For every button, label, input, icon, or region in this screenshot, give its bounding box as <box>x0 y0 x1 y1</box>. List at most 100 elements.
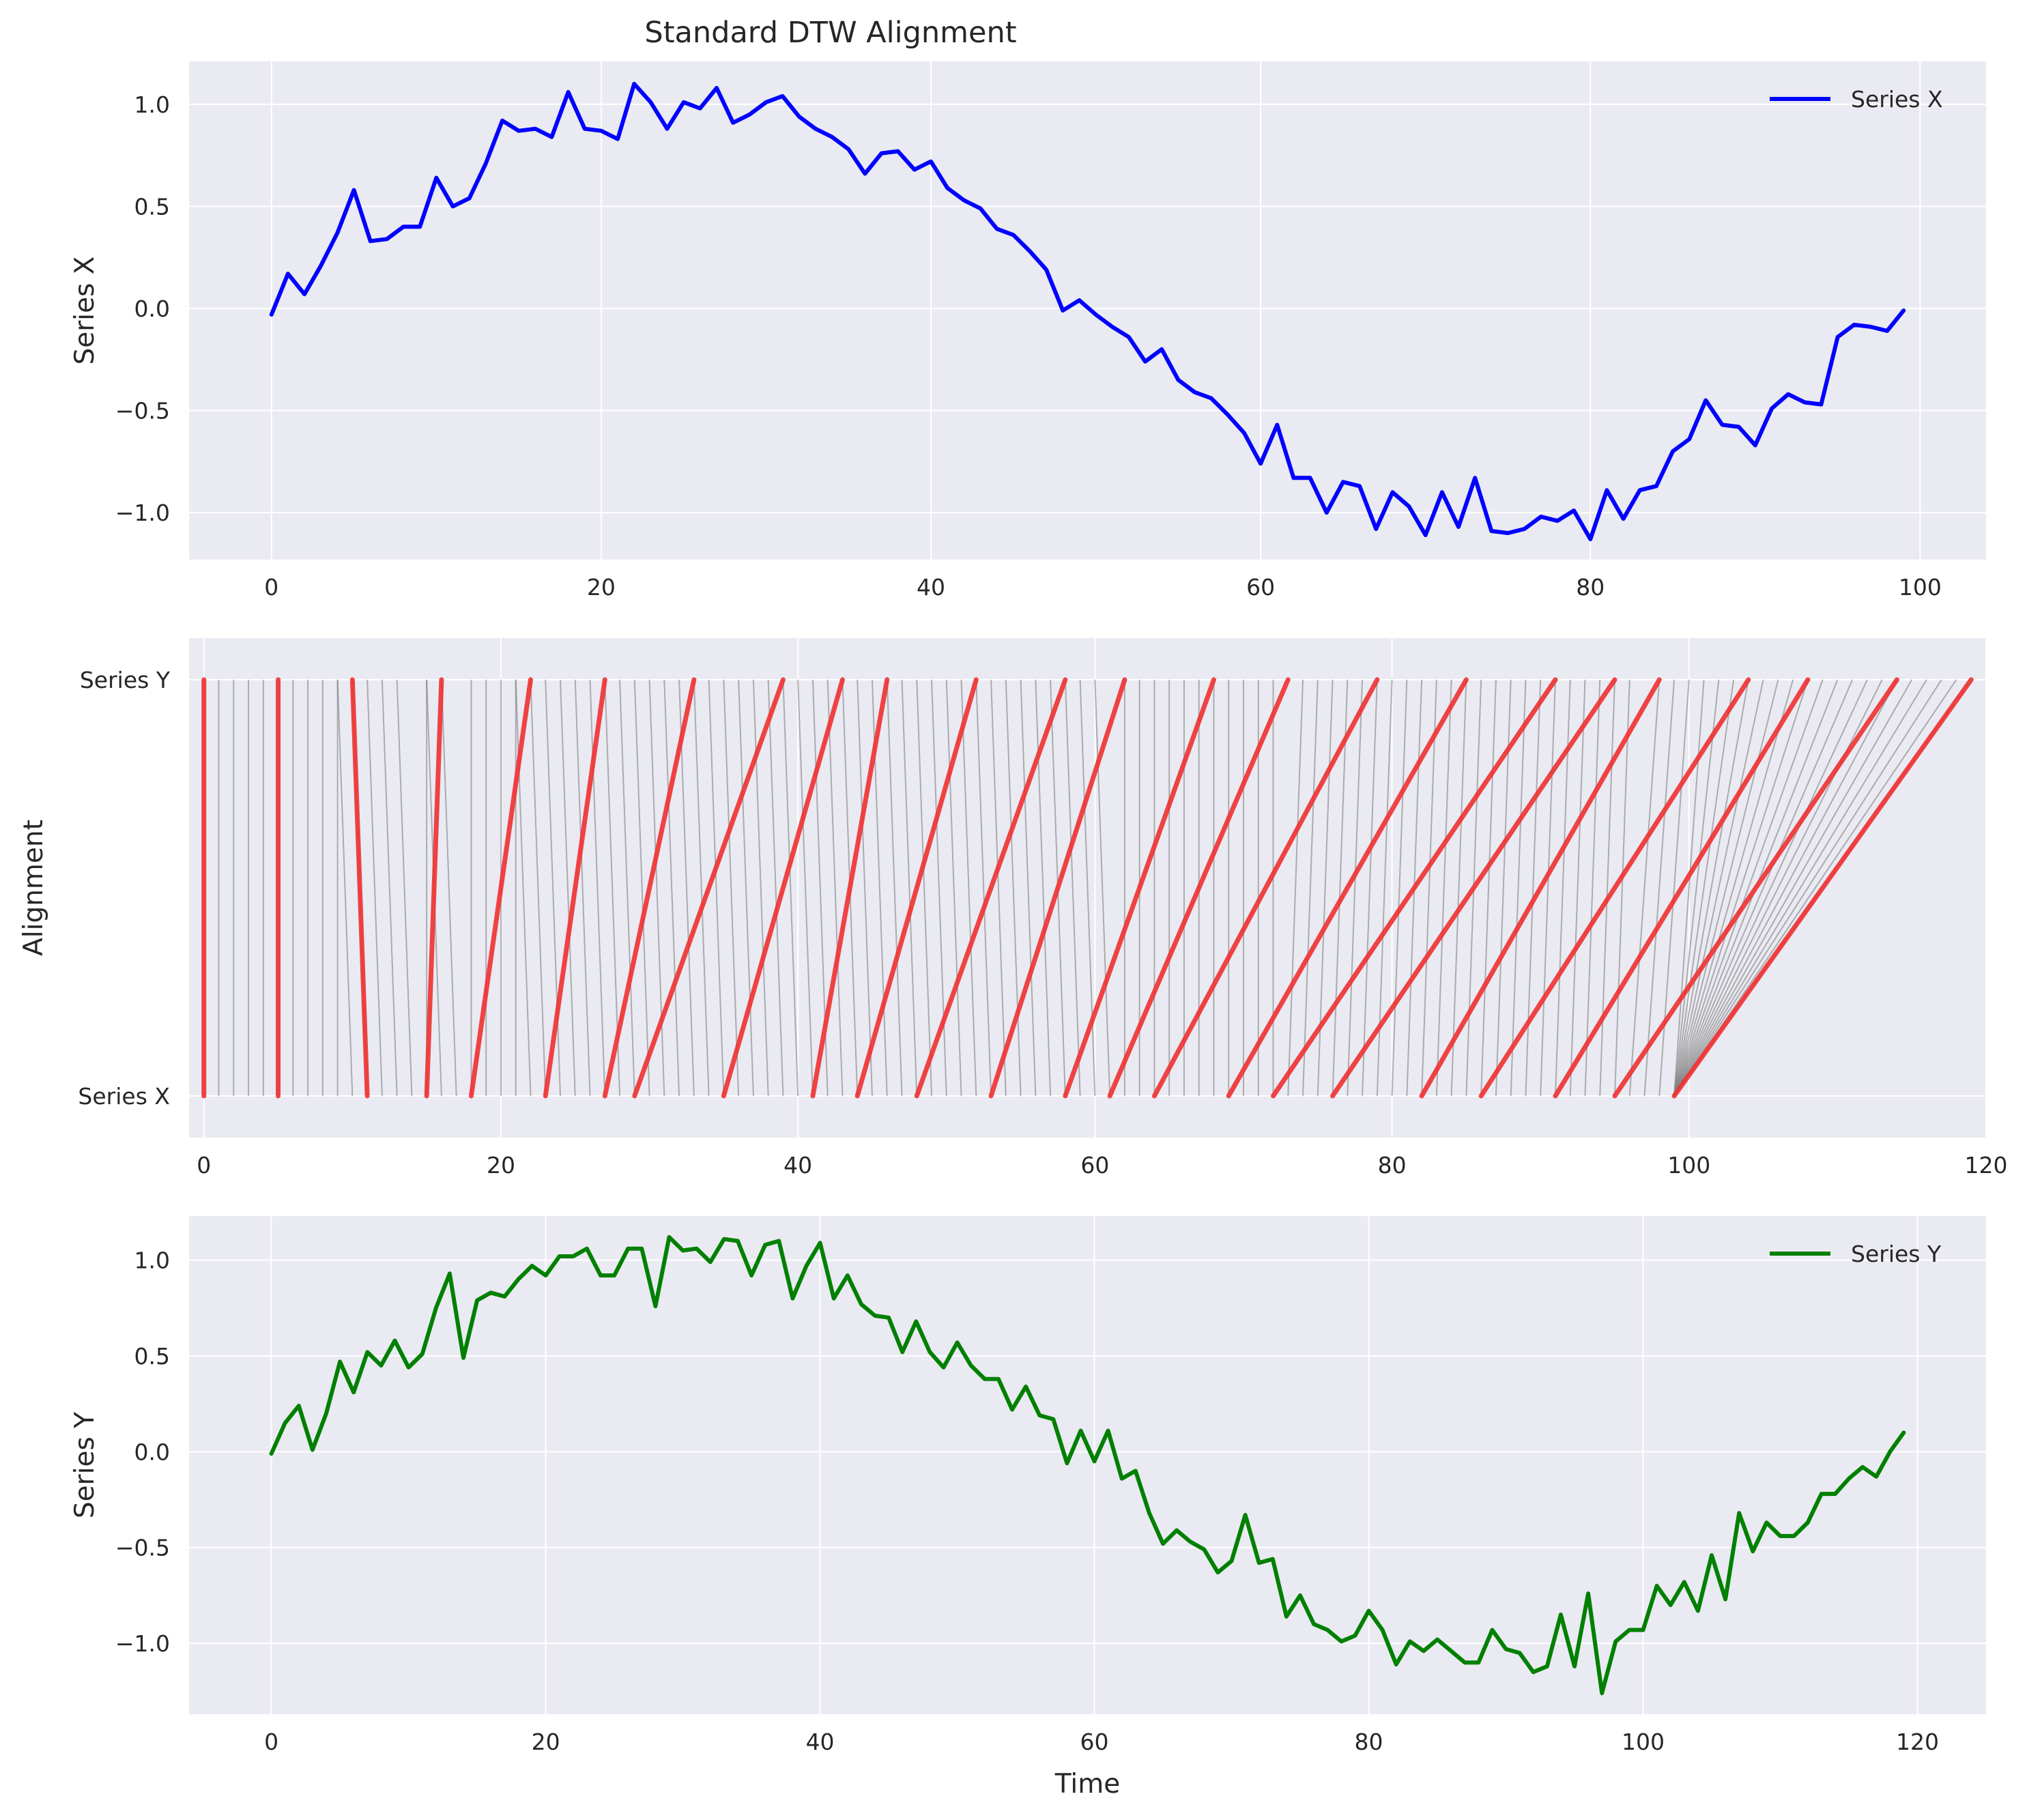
series-y-tick-labels: 0 20 40 60 80 100 120 1.0 0.5 0.0 −0.5 −1.0 <box>115 1247 1939 1755</box>
highlighted-alignment-link <box>1671 677 1974 1099</box>
time-x-axis-label: Time <box>1054 1769 1120 1800</box>
x-tick-label: 60 <box>1080 1729 1109 1755</box>
highlighted-alignment-link <box>1419 677 1662 1099</box>
alignment-link <box>1064 679 1081 1097</box>
alignment-link <box>1673 679 1927 1097</box>
series-line <box>269 1234 1906 1696</box>
alignment-link <box>826 679 844 1097</box>
alignment-link <box>336 679 354 1097</box>
alignment-link <box>1673 679 1794 1097</box>
alignment-link <box>440 679 457 1097</box>
alignment-link <box>960 679 977 1097</box>
alignment-link <box>1362 679 1378 1097</box>
x-tick-label: 100 <box>1667 1152 1710 1179</box>
x-tick-label: 60 <box>1080 1152 1109 1179</box>
alignment-link <box>1391 679 1408 1097</box>
y-tick-label: Series X <box>78 1083 170 1110</box>
y-tick-label: Series Y <box>80 667 171 693</box>
highlighted-alignment-link <box>1271 677 1558 1099</box>
alignment-link <box>1643 679 1676 1097</box>
highlighted-alignment-link <box>810 677 890 1099</box>
alignment-y-axis-label: Alignment <box>18 820 49 956</box>
alignment-marks <box>201 677 1974 1099</box>
highlighted-alignment-link <box>1612 677 1899 1099</box>
highlighted-alignment-link <box>1553 677 1811 1099</box>
alignment-link <box>1480 679 1497 1097</box>
series-x-panel: 0 20 40 60 80 100 1.0 0.5 0.0 −0.5 −1.0 Series X S… <box>70 61 1986 601</box>
alignment-link <box>916 679 933 1097</box>
alignment-link <box>1421 679 1437 1097</box>
series-y-marks <box>269 1234 1906 1696</box>
figure-title: Standard DTW Alignment <box>644 16 1016 50</box>
series-y-y-axis-label: Series Y <box>70 1412 100 1518</box>
alignment-link <box>1673 679 1809 1097</box>
alignment-link <box>1584 679 1601 1097</box>
series-y-panel: 0 20 40 60 80 100 120 1.0 0.5 0.0 −0.5 −1.0 Series … <box>70 1216 1986 1800</box>
y-tick-label: −1.0 <box>115 500 170 526</box>
y-tick-label: 0.0 <box>134 295 170 322</box>
x-tick-label: 120 <box>1965 1152 2008 1179</box>
x-tick-label: 100 <box>1622 1729 1665 1755</box>
alignment-link <box>1673 679 1779 1097</box>
alignment-link <box>738 679 754 1097</box>
alignment-link <box>1673 679 1942 1097</box>
highlighted-alignment-link <box>1063 677 1216 1099</box>
y-tick-label: 1.0 <box>134 91 170 118</box>
x-tick-label: 80 <box>1576 574 1605 601</box>
x-tick-label: 20 <box>587 574 616 601</box>
series-y-plot-area <box>189 1216 1986 1714</box>
alignment-link <box>396 679 413 1097</box>
series-x-grid <box>189 61 1986 560</box>
y-tick-label: 0.5 <box>134 1343 170 1370</box>
alignment-link <box>381 679 398 1097</box>
alignment-link <box>782 679 799 1097</box>
alignment-link <box>619 679 635 1097</box>
x-tick-label: 0 <box>197 1152 211 1179</box>
x-tick-label: 0 <box>264 574 278 601</box>
alignment-link <box>589 679 606 1097</box>
alignment-link <box>886 679 903 1097</box>
legend-label-series-x: Series X <box>1851 86 1943 113</box>
x-tick-label: 20 <box>487 1152 515 1179</box>
alignment-link <box>1510 679 1527 1097</box>
x-tick-label: 0 <box>264 1729 278 1755</box>
x-tick-label: 60 <box>1246 574 1275 601</box>
alignment-link <box>530 679 547 1097</box>
series-x-plot-area <box>189 61 1986 560</box>
highlighted-alignment-link <box>1478 677 1751 1099</box>
alignment-link <box>767 679 784 1097</box>
alignment-link <box>1673 679 1898 1097</box>
x-tick-label: 120 <box>1896 1729 1939 1755</box>
series-y-legend: Series Y <box>1770 1241 1942 1267</box>
alignment-link <box>515 679 532 1097</box>
alignment-link <box>990 679 1007 1097</box>
x-tick-label: 80 <box>1378 1152 1407 1179</box>
highlighted-alignment-link <box>468 677 533 1099</box>
alignment-link <box>1302 679 1319 1097</box>
alignment-link <box>1673 679 1764 1097</box>
y-tick-label: 0.0 <box>134 1439 170 1465</box>
series-x-marks <box>269 81 1906 542</box>
series-line <box>269 81 1906 542</box>
x-tick-label: 40 <box>784 1152 812 1179</box>
alignment-link <box>574 679 591 1097</box>
alignment-link <box>1673 679 1720 1097</box>
highlighted-alignment-link <box>854 677 979 1099</box>
alignment-link <box>693 679 710 1097</box>
highlighted-alignment-link <box>1151 677 1380 1099</box>
alignment-link <box>1332 679 1349 1097</box>
alignment-link <box>1673 679 1705 1097</box>
alignment-link <box>1020 679 1037 1097</box>
y-tick-label: −1.0 <box>115 1630 170 1657</box>
highlighted-alignment-link <box>543 677 607 1099</box>
x-tick-label: 20 <box>532 1729 560 1755</box>
alignment-link <box>901 679 918 1097</box>
legend-label-series-y: Series Y <box>1851 1241 1942 1267</box>
alignment-link <box>1673 679 1824 1097</box>
y-tick-label: 1.0 <box>134 1247 170 1274</box>
alignment-link <box>1569 679 1586 1097</box>
alignment-link <box>708 679 725 1097</box>
alignment-link <box>1613 679 1630 1097</box>
highlighted-alignment-link <box>988 677 1127 1099</box>
